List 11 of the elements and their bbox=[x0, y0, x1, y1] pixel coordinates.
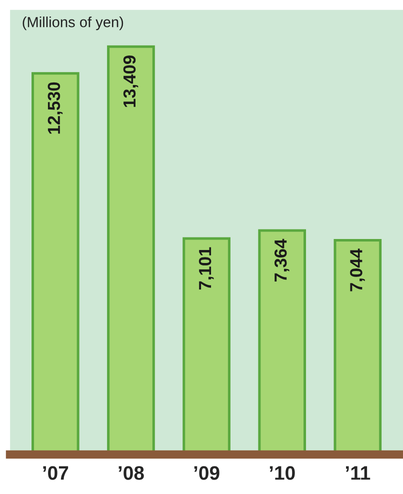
data-label: 7,044 bbox=[350, 248, 365, 292]
x-tick-label: ’09 bbox=[194, 466, 220, 480]
x-tick-label: ’10 bbox=[270, 466, 295, 480]
data-label: 7,101 bbox=[198, 247, 214, 290]
data-label: 7,364 bbox=[274, 238, 290, 282]
x-tick-label: ’11 bbox=[346, 466, 370, 480]
data-label: 12,530 bbox=[48, 82, 63, 134]
x-tick-label: ’07 bbox=[43, 466, 68, 480]
data-label: 13,409 bbox=[123, 56, 138, 107]
x-tick-label: ’08 bbox=[118, 466, 144, 480]
y-axis-title: (Millions of yen) bbox=[22, 16, 124, 30]
